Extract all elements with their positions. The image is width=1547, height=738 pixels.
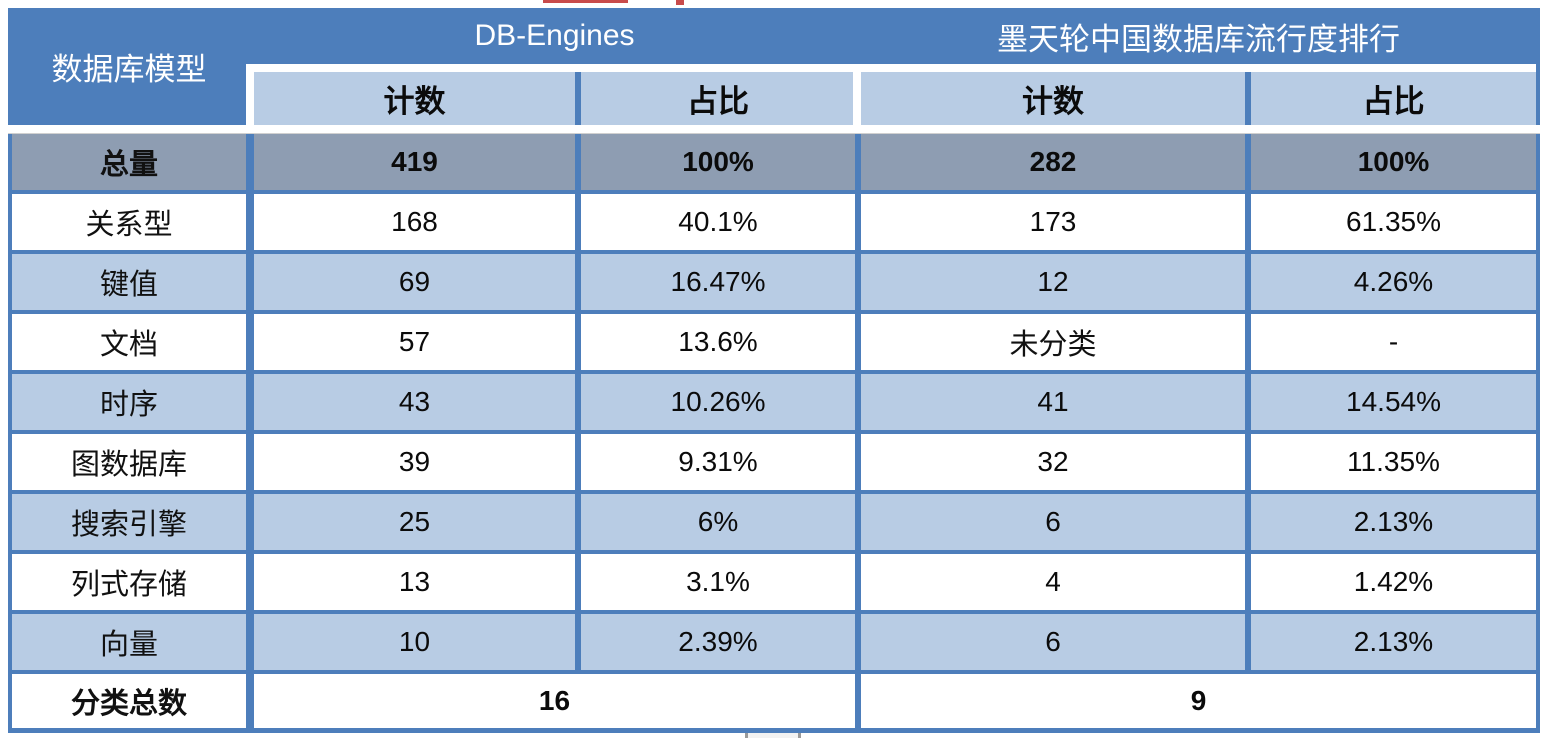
- table-row-summary: 分类总数 16 9: [8, 674, 1540, 728]
- cell-de-count: 25: [254, 494, 575, 550]
- cell-mo-category-total: 9: [861, 674, 1536, 728]
- cell-de-count: 69: [254, 254, 575, 310]
- header-cell-db-engines: DB-Engines: [254, 8, 855, 64]
- row-label: 文档: [12, 314, 246, 370]
- cell-de-count: 419: [254, 134, 575, 190]
- row-label: 总量: [12, 134, 246, 190]
- cell-mo-share: 11.35%: [1251, 434, 1536, 490]
- cell-de-share: 16.47%: [581, 254, 855, 310]
- cell-mo-share: 14.54%: [1251, 374, 1536, 430]
- cell-mo-count: 4: [861, 554, 1245, 610]
- cell-de-share: 3.1%: [581, 554, 855, 610]
- table-row-total: 总量 419 100% 282 100%: [8, 134, 1540, 190]
- cell-de-count: 57: [254, 314, 575, 370]
- cell-mo-count: 173: [861, 194, 1245, 250]
- row-label: 列式存储: [12, 554, 246, 610]
- cropped-red-tick: [676, 0, 684, 5]
- cell-mo-share: 61.35%: [1251, 194, 1536, 250]
- table-row: 列式存储 13 3.1% 4 1.42%: [8, 554, 1540, 610]
- table-row: 时序 43 10.26% 41 14.54%: [8, 374, 1540, 430]
- cell-de-share: 2.39%: [581, 614, 855, 670]
- cell-de-share: 100%: [581, 134, 855, 190]
- table-row: 关系型 168 40.1% 173 61.35%: [8, 194, 1540, 250]
- cell-mo-count: 6: [861, 614, 1245, 670]
- cell-de-share: 9.31%: [581, 434, 855, 490]
- cell-mo-share: 100%: [1251, 134, 1536, 190]
- row-label: 时序: [12, 374, 246, 430]
- row-label: 搜索引擎: [12, 494, 246, 550]
- table-row: 向量 10 2.39% 6 2.13%: [8, 614, 1540, 670]
- header-cell-motianlun: 墨天轮中国数据库流行度排行: [861, 8, 1536, 64]
- cell-mo-count: 282: [861, 134, 1245, 190]
- cell-de-share: 13.6%: [581, 314, 855, 370]
- row-label: 键值: [12, 254, 246, 310]
- cell-mo-share: 1.42%: [1251, 554, 1536, 610]
- row-label: 分类总数: [12, 674, 246, 728]
- cell-de-count: 43: [254, 374, 575, 430]
- cell-mo-count: 41: [861, 374, 1245, 430]
- table-row: 文档 57 13.6% 未分类 -: [8, 314, 1540, 370]
- cell-de-share: 10.26%: [581, 374, 855, 430]
- header-cell-model: 数据库模型: [12, 8, 246, 125]
- white-separator-horizontal: [246, 64, 1536, 72]
- table-row: 键值 69 16.47% 12 4.26%: [8, 254, 1540, 310]
- cell-de-category-total: 16: [254, 674, 855, 728]
- cell-mo-count: 32: [861, 434, 1245, 490]
- white-separator-groups: [853, 64, 861, 125]
- table-row: 图数据库 39 9.31% 32 11.35%: [8, 434, 1540, 490]
- comparison-table: 数据库模型 DB-Engines 墨天轮中国数据库流行度排行 计数 占比 计数 …: [8, 8, 1540, 733]
- cell-mo-share: 4.26%: [1251, 254, 1536, 310]
- cell-mo-count: 12: [861, 254, 1245, 310]
- cell-mo-count: 未分类: [861, 314, 1245, 370]
- cell-de-count: 39: [254, 434, 575, 490]
- cell-de-count: 10: [254, 614, 575, 670]
- cropped-red-underline: [543, 0, 628, 3]
- cell-de-share: 6%: [581, 494, 855, 550]
- cell-de-count: 13: [254, 554, 575, 610]
- row-label: 向量: [12, 614, 246, 670]
- cell-de-count: 168: [254, 194, 575, 250]
- subheader-de-share: 占比: [581, 72, 855, 125]
- cell-mo-share: 2.13%: [1251, 614, 1536, 670]
- white-separator-under-header: [8, 125, 1540, 134]
- row-label: 图数据库: [12, 434, 246, 490]
- cell-mo-share: -: [1251, 314, 1536, 370]
- table-row: 搜索引擎 25 6% 6 2.13%: [8, 494, 1540, 550]
- cell-mo-count: 6: [861, 494, 1245, 550]
- subheader-mo-share: 占比: [1251, 72, 1536, 125]
- subheader-de-count: 计数: [254, 72, 575, 125]
- white-separator-col1: [246, 64, 254, 125]
- subheader-mo-count: 计数: [861, 72, 1245, 125]
- cell-de-share: 40.1%: [581, 194, 855, 250]
- row-label: 关系型: [12, 194, 246, 250]
- cell-mo-share: 2.13%: [1251, 494, 1536, 550]
- horizontal-scrollbar-fragment[interactable]: [745, 733, 801, 738]
